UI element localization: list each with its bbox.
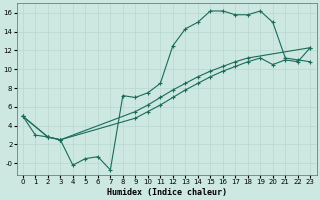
X-axis label: Humidex (Indice chaleur): Humidex (Indice chaleur) — [107, 188, 227, 197]
